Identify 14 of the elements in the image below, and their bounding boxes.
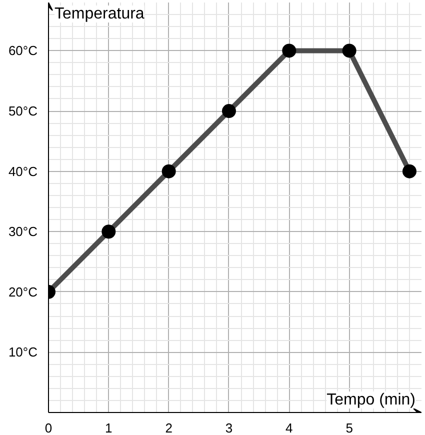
- y-tick-label: 40°C: [8, 164, 38, 179]
- x-tick-label: 3: [225, 420, 233, 435]
- y-tick-label: 20°C: [8, 284, 38, 300]
- y-tick-label: 60°C: [8, 43, 38, 58]
- y-tick-label: 30°C: [8, 224, 38, 240]
- y-tick-label: 10°C: [8, 344, 38, 360]
- x-tick-label: 4: [286, 420, 293, 435]
- x-axis-title: Tempo (min): [326, 392, 416, 408]
- y-tick-label: 50°C: [8, 104, 38, 119]
- x-tick-label: 5: [346, 420, 353, 435]
- x-tick-label: 1: [105, 420, 112, 435]
- x-tick-label: 2: [165, 420, 172, 435]
- x-tick-label: 0: [44, 420, 52, 435]
- y-axis-title: Temperatura: [54, 6, 144, 22]
